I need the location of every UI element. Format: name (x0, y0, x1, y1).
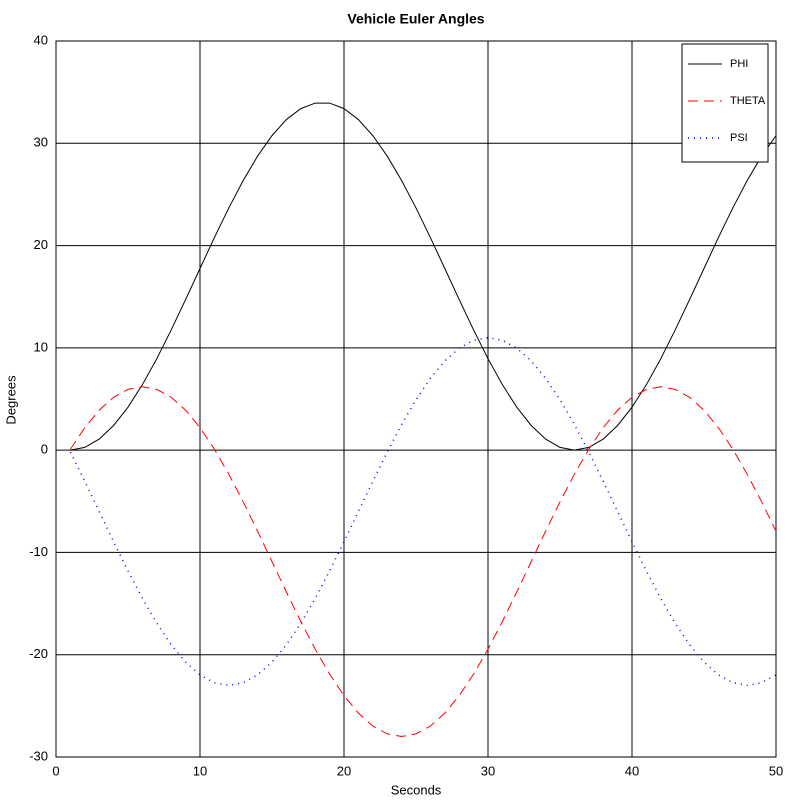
plot-frame (55, 40, 777, 758)
x-tick-label: 50 (769, 763, 783, 778)
y-tick-label: -30 (29, 748, 48, 763)
y-axis-label: Degrees (3, 375, 18, 425)
legend-label: PHI (730, 58, 748, 70)
chart-title: Vehicle Euler Angles (347, 11, 484, 27)
legend-label: THETA (730, 95, 766, 107)
legend-label: PSI (730, 132, 748, 144)
x-tick-label: 10 (193, 763, 207, 778)
y-tick-label: 0 (41, 442, 48, 457)
y-tick-label: -10 (29, 544, 48, 559)
line-series (70, 102, 777, 451)
x-tick-label: 20 (337, 763, 351, 778)
y-tick-label: 20 (34, 237, 48, 252)
y-tick-label: 10 (34, 339, 48, 354)
y-tick-label: 30 (34, 135, 48, 150)
x-tick-label: 30 (481, 763, 495, 778)
y-tick-label: 40 (34, 32, 48, 47)
line-series (69, 386, 777, 738)
x-tick-label: 40 (625, 763, 639, 778)
x-axis-label: Seconds (391, 782, 442, 797)
y-tick-label: -20 (29, 646, 48, 661)
x-tick-label: 0 (52, 763, 59, 778)
